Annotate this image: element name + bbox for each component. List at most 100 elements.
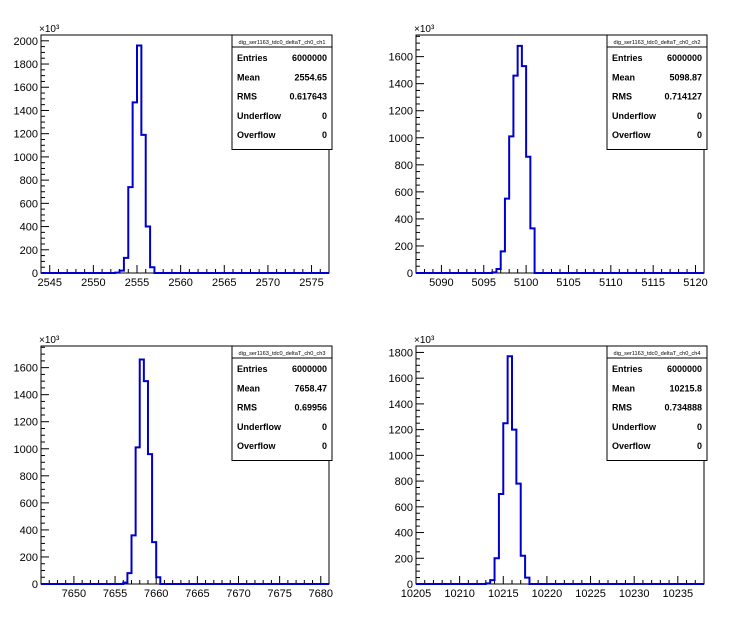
x-tick-label: 2545 — [37, 277, 61, 289]
stats-value: 0 — [322, 441, 327, 451]
y-tick-label: 200 — [395, 241, 413, 253]
y-tick-label: 600 — [395, 187, 413, 199]
y-tick-label: 1600 — [389, 373, 413, 385]
y-tick-label: 1000 — [389, 133, 413, 145]
histogram-name: dig_ser1163_tdc0_deltaT_ch0_ch2 — [614, 40, 701, 46]
y-tick-label: 1200 — [389, 106, 413, 118]
stats-value: 0 — [697, 111, 702, 121]
y-tick-label: 1200 — [14, 417, 38, 429]
x-tick-label: 5095 — [472, 277, 496, 289]
stats-value: 0.69956 — [294, 403, 327, 413]
stats-label: Mean — [612, 383, 635, 393]
y-tick-label: 1600 — [389, 52, 413, 64]
histogram-bin — [518, 46, 522, 273]
stats-label: RMS — [237, 92, 257, 102]
y-tick-label: 1800 — [14, 59, 38, 71]
histogram-series — [416, 44, 704, 274]
y-tick-label: 200 — [395, 553, 413, 565]
x-tick-label: 10225 — [575, 588, 606, 600]
x-tick-label: 5110 — [599, 277, 623, 289]
y-multiplier-label: ×10³ — [39, 24, 60, 35]
stats-value: 10215.8 — [669, 383, 702, 393]
stats-value: 2554.65 — [294, 72, 327, 82]
histogram-panel-1: 0 200 400 600 800 1000 1200 1400 1600 1800 2000 254… — [14, 24, 333, 289]
x-tick-label: 10205 — [401, 588, 432, 600]
stats-value: 7658.47 — [294, 383, 327, 393]
x-tick-label: 7670 — [226, 588, 250, 600]
y-tick-label: 0 — [32, 579, 38, 591]
histogram-panel-2: 0 200 400 600 800 1000 1200 1400 1600 5090 5095 510… — [389, 24, 708, 289]
histogram-name: dig_ser1163_tdc0_deltaT_ch0_ch4 — [614, 351, 701, 357]
x-tick-label: 7680 — [309, 588, 333, 600]
y-tick-label: 1400 — [14, 390, 38, 402]
y-multiplier-label: ×10³ — [414, 24, 435, 35]
stats-value: 0.617643 — [289, 92, 327, 102]
y-tick-label: 600 — [395, 502, 413, 514]
stats-box-frame — [231, 34, 333, 150]
stats-box-frame — [231, 345, 333, 461]
histogram-panel-3: 0 200 400 600 800 1000 1200 1400 1600 7650 7655 766… — [14, 335, 333, 600]
y-tick-label: 800 — [20, 471, 38, 483]
histogram-panel-4: 0 200 400 600 800 1000 1200 1400 1600 1800 10205 10… — [389, 335, 708, 600]
stats-box-frame — [606, 34, 708, 150]
histogram-name: dig_ser1163_tdc0_deltaT_ch0_ch3 — [239, 351, 326, 357]
y-tick-label: 800 — [395, 160, 413, 172]
stats-value: 6000000 — [292, 53, 327, 63]
stats-label: Overflow — [237, 130, 277, 140]
y-tick-label: 400 — [395, 214, 413, 226]
histogram-name: dig_ser1163_tdc0_deltaT_ch0_ch1 — [239, 40, 326, 46]
y-tick-label: 1200 — [14, 129, 38, 141]
stats-label: Entries — [237, 53, 268, 63]
stats-label: Mean — [612, 72, 635, 82]
stats-value: 0 — [697, 130, 702, 140]
stats-value: 0 — [697, 441, 702, 451]
x-tick-label: 2575 — [299, 277, 323, 289]
y-tick-label: 1800 — [389, 347, 413, 359]
x-tick-label: 5100 — [514, 277, 538, 289]
stats-label: Mean — [237, 72, 260, 82]
y-tick-label: 200 — [20, 552, 38, 564]
x-tick-label: 5105 — [556, 277, 580, 289]
y-tick-label: 1400 — [389, 399, 413, 411]
y-tick-label: 0 — [32, 268, 38, 280]
x-tick-label: 2555 — [125, 277, 149, 289]
x-tick-label: 2550 — [81, 277, 105, 289]
y-multiplier-label: ×10³ — [414, 335, 435, 346]
x-tick-label: 10210 — [444, 588, 475, 600]
stats-label: RMS — [237, 403, 257, 413]
stats-value: 0.714127 — [664, 92, 702, 102]
stats-box-frame — [606, 345, 708, 461]
x-tick-label: 5090 — [429, 277, 453, 289]
stats-label: RMS — [612, 403, 632, 413]
stats-value: 6000000 — [667, 364, 702, 374]
histogram-series — [416, 355, 704, 585]
x-tick-label: 5115 — [641, 277, 665, 289]
stats-box: dig_ser1163_tdc0_deltaT_ch0_ch4 Entries 60… — [606, 345, 708, 461]
histogram-series — [41, 358, 329, 585]
y-tick-label: 1000 — [14, 152, 38, 164]
y-tick-label: 1400 — [14, 105, 38, 117]
x-tick-label: 10230 — [619, 588, 650, 600]
x-tick-label: 2560 — [168, 277, 192, 289]
y-tick-label: 0 — [407, 268, 413, 280]
y-tick-label: 2000 — [14, 36, 38, 48]
stats-value: 0 — [322, 111, 327, 121]
y-tick-label: 600 — [20, 498, 38, 510]
stats-value: 0 — [322, 422, 327, 432]
stats-label: Overflow — [612, 130, 652, 140]
y-tick-label: 1600 — [14, 82, 38, 94]
stats-label: Underflow — [237, 422, 282, 432]
stats-value: 5098.87 — [669, 72, 702, 82]
stats-box: dig_ser1163_tdc0_deltaT_ch0_ch1 Entries 60… — [231, 34, 333, 150]
y-tick-label: 400 — [20, 525, 38, 537]
stats-label: Underflow — [237, 111, 282, 121]
stats-label: Entries — [612, 364, 643, 374]
y-tick-label: 1200 — [389, 425, 413, 437]
x-tick-label: 7660 — [144, 588, 168, 600]
x-tick-label: 7665 — [185, 588, 209, 600]
x-tick-label: 7675 — [267, 588, 291, 600]
y-multiplier-label: ×10³ — [39, 335, 60, 346]
y-tick-label: 1000 — [389, 450, 413, 462]
x-tick-label: 10235 — [663, 588, 694, 600]
stats-box: dig_ser1163_tdc0_deltaT_ch0_ch2 Entries 60… — [606, 34, 708, 150]
